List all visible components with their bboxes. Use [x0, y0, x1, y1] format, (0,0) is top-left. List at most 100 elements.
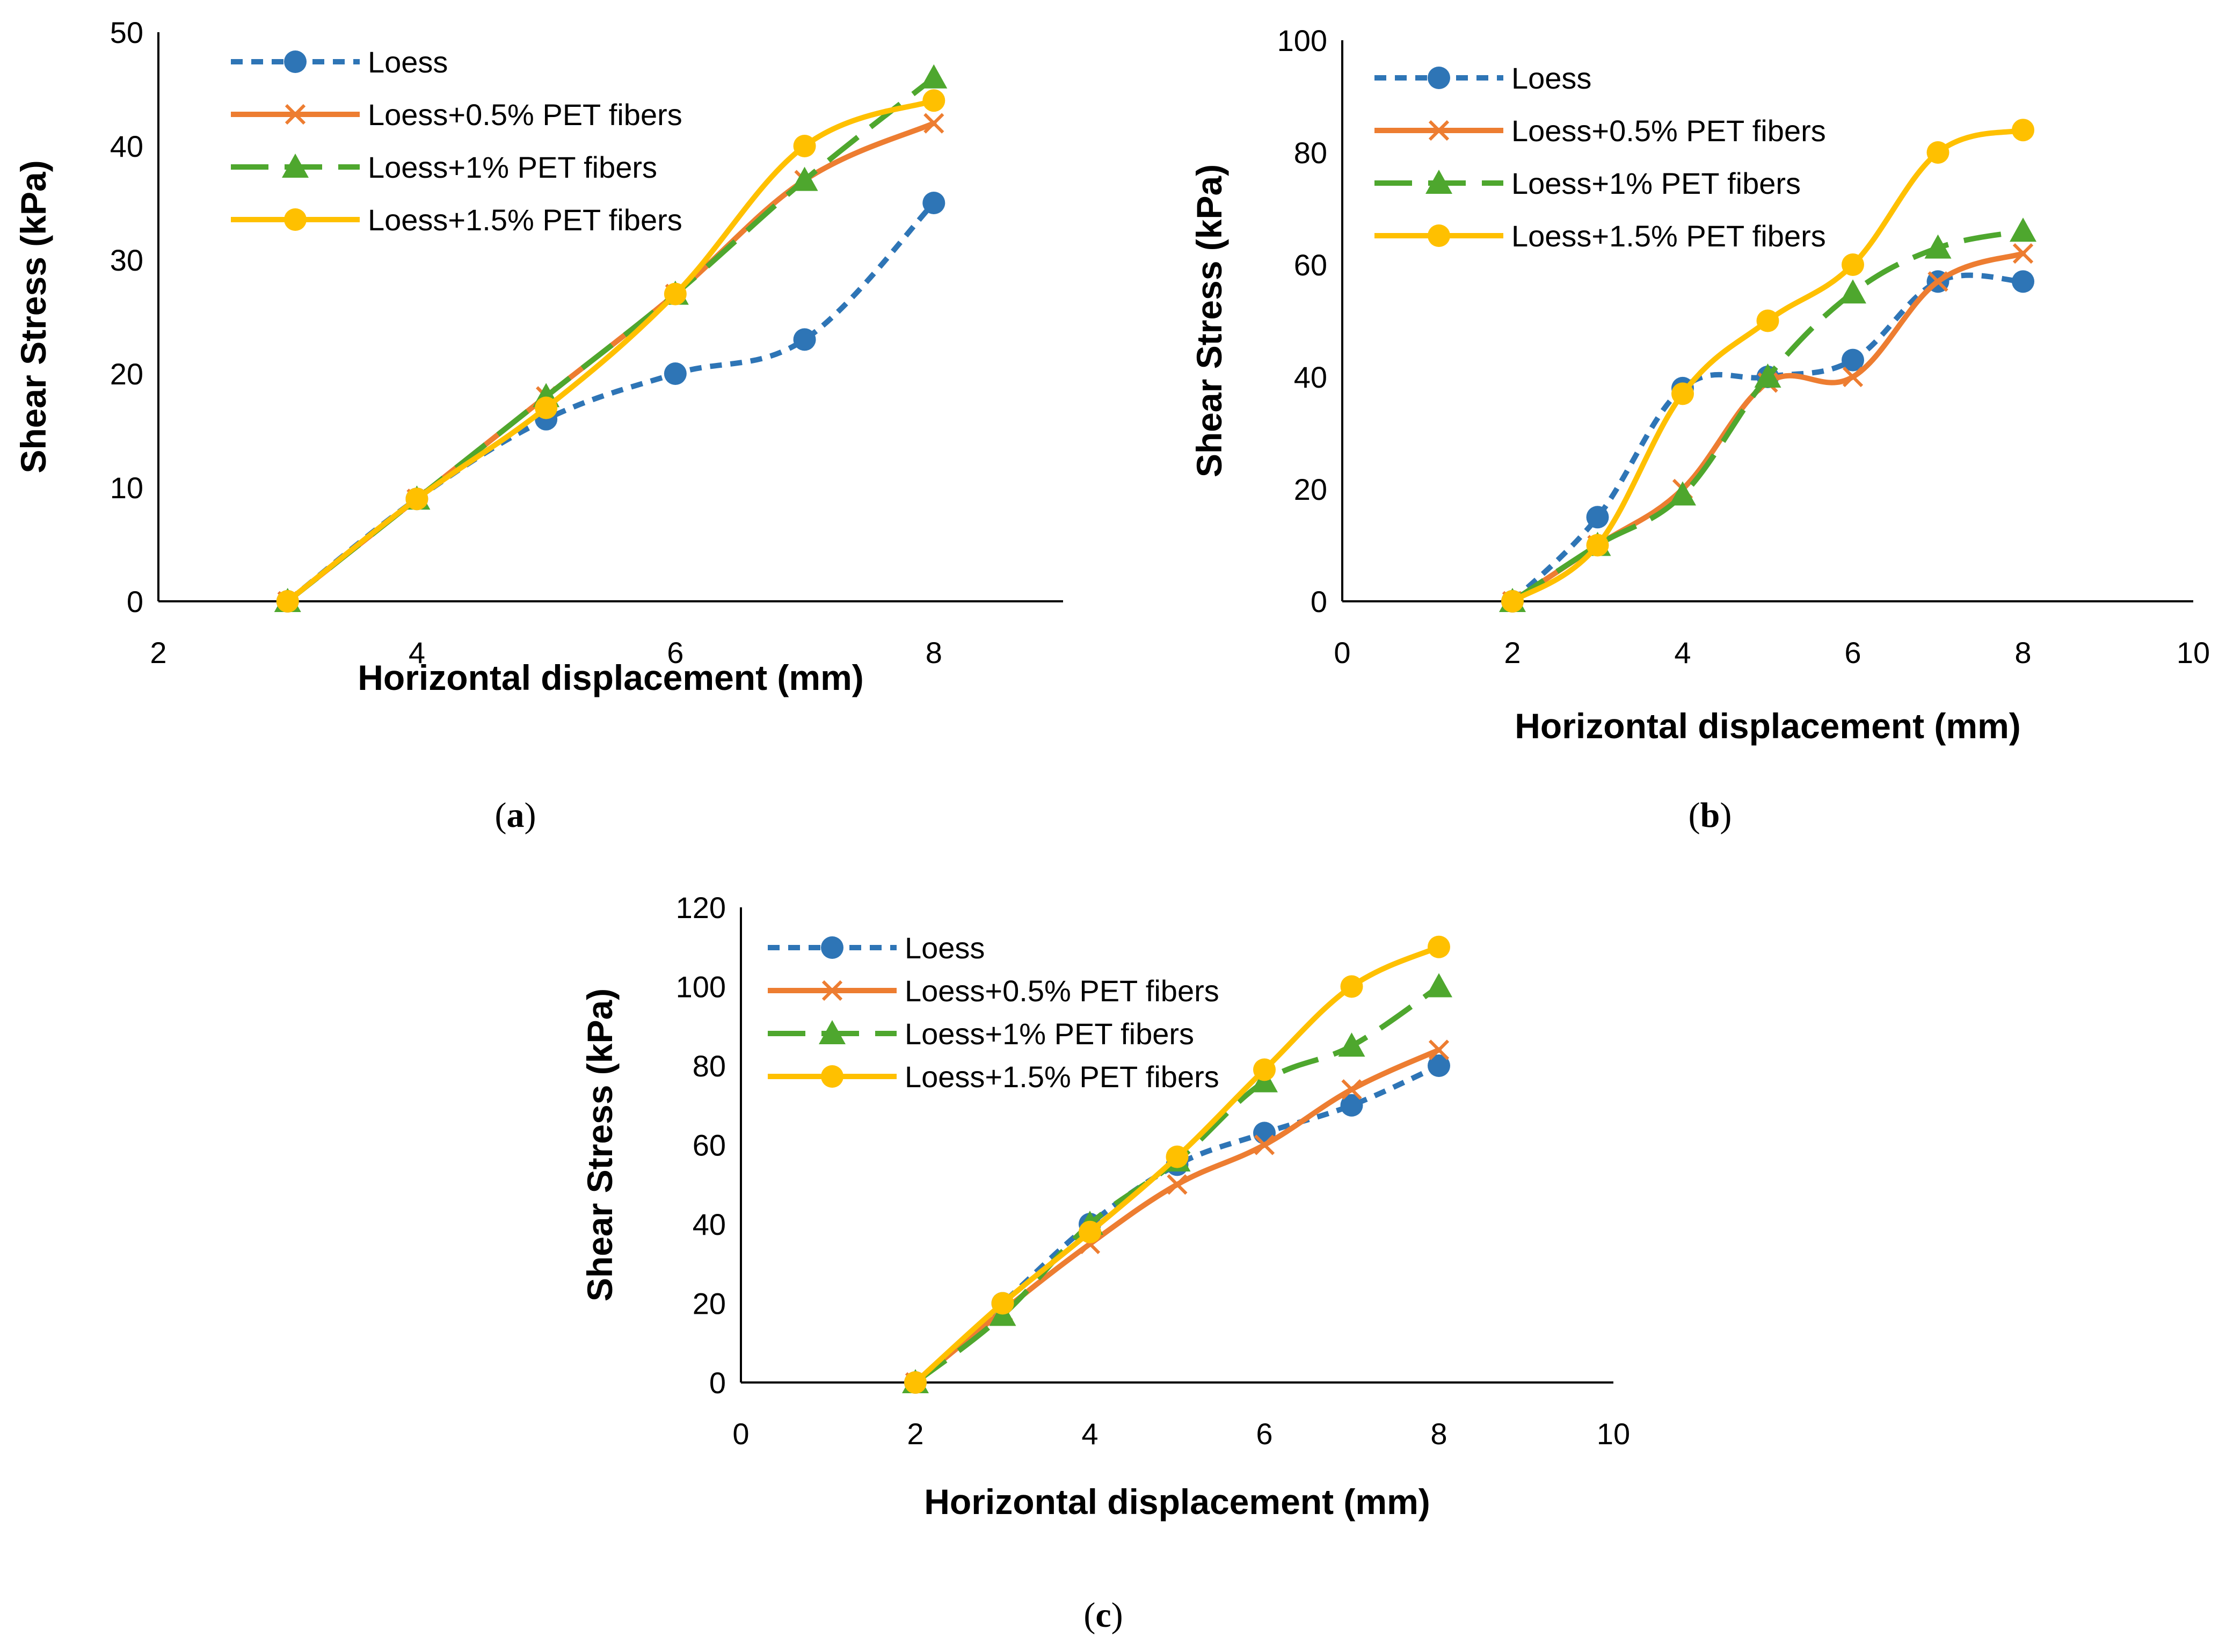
data-point [2012, 270, 2034, 293]
data-point [276, 590, 299, 613]
data-point [2010, 217, 2036, 242]
y-tick-label: 0 [127, 585, 143, 618]
data-point [1338, 1032, 1365, 1057]
y-tick-label: 80 [693, 1049, 726, 1083]
legend-label: Loess [905, 931, 985, 965]
data-point [920, 64, 948, 89]
data-point [1428, 935, 1450, 958]
data-point [1254, 1134, 1275, 1155]
series-line [285, 98, 937, 604]
x-tick-label: 8 [926, 636, 942, 669]
data-point [1428, 1054, 1450, 1077]
legend-label: Loess+1% PET fibers [1511, 166, 1801, 200]
data-point [1842, 253, 1864, 276]
data-point [1586, 534, 1609, 557]
y-tick-label: 0 [709, 1366, 726, 1400]
x-tick-label: 6 [1844, 636, 1861, 669]
y-axis-title: Shear Stress (kPa) [13, 160, 53, 473]
legend-label: Loess+1.5% PET fibers [1511, 219, 1826, 253]
data-point [1671, 382, 1694, 405]
data-point [1425, 973, 1452, 998]
data-point [1501, 590, 1524, 613]
caption-letter: b [1700, 796, 1720, 835]
y-tick-label: 10 [110, 471, 143, 505]
legend: Loess Loess+0.5% PET fibers Loess+1% PET f… [231, 45, 682, 237]
data-point [904, 1371, 927, 1394]
data-point [1842, 348, 1864, 372]
x-axis-title: Horizontal displacement (mm) [358, 658, 863, 697]
panel-caption: (c) [1083, 1596, 1123, 1635]
legend-marker [821, 936, 843, 959]
x-tick-label: 10 [2177, 636, 2210, 669]
legend-label: Loess+1% PET fibers [905, 1017, 1194, 1051]
legend-label: Loess+1.5% PET fibers [368, 203, 682, 237]
caption-letter: a [507, 796, 525, 835]
data-point [1340, 975, 1363, 998]
caption-close-paren: ) [1111, 1596, 1123, 1635]
x-tick-label: 6 [667, 636, 683, 669]
data-point [1842, 366, 1864, 388]
data-point [1341, 1079, 1362, 1100]
x-tick-label: 2 [1504, 636, 1521, 669]
x-axis-title: Horizontal displacement (mm) [1515, 706, 2020, 746]
y-tick-label: 100 [1277, 24, 1327, 57]
legend-label: Loess+1.5% PET fibers [905, 1060, 1219, 1094]
data-point [1669, 481, 1696, 506]
series-4 [904, 935, 1450, 1394]
caption-close-paren: ) [1720, 796, 1732, 835]
y-tick-label: 30 [110, 243, 143, 277]
y-tick-label: 60 [1294, 248, 1327, 282]
data-point [991, 1292, 1014, 1315]
legend-label: Loess+0.5% PET fibers [905, 974, 1219, 1008]
x-tick-label: 2 [907, 1417, 923, 1451]
caption-letter: c [1095, 1596, 1111, 1635]
data-point [1924, 234, 1952, 259]
caption-close-paren: ) [525, 796, 536, 835]
legend-item: Loess+1.5% PET fibers [1374, 219, 1826, 253]
legend-marker [285, 104, 306, 125]
legend-item: Loess [768, 931, 985, 965]
caption-open-paren: ( [495, 796, 507, 835]
legend-marker [821, 1065, 843, 1088]
series-4 [1501, 119, 2034, 613]
legend-item: Loess+1% PET fibers [768, 1017, 1194, 1051]
data-point [1167, 1174, 1188, 1195]
legend-item: Loess+0.5% PET fibers [768, 974, 1219, 1008]
y-tick-label: 50 [110, 16, 143, 49]
chart-panel-b: 0 20 40 60 80 100 0 2 4 6 8 10 Horizontal displaceme… [1189, 24, 2210, 835]
x-tick-label: 0 [732, 1417, 749, 1451]
x-axis-title: Horizontal displacement (mm) [924, 1482, 1430, 1522]
panel-caption: (b) [1689, 796, 1732, 835]
y-axis-title: Shear Stress (kPa) [580, 988, 620, 1301]
legend-marker [284, 50, 307, 73]
legend-label: Loess [368, 45, 448, 79]
legend-marker [821, 980, 843, 1001]
chart-panel-a: 0 10 20 30 40 50 2 4 6 8 Horizontal displacement (… [13, 16, 1063, 835]
panel-caption: (a) [495, 796, 536, 835]
caption-open-paren: ( [1689, 796, 1700, 835]
legend-item: Loess+1.5% PET fibers [231, 203, 682, 237]
y-tick-label: 40 [693, 1207, 726, 1241]
data-point [1754, 363, 1781, 388]
y-tick-label: 60 [693, 1129, 726, 1162]
x-tick-label: 0 [1334, 636, 1350, 669]
x-tick-label: 2 [150, 636, 166, 669]
data-point [1253, 1058, 1276, 1081]
legend: Loess Loess+0.5% PET fibers Loess+1% PET f… [768, 931, 1219, 1094]
data-point [664, 362, 687, 385]
x-tick-label: 10 [1597, 1417, 1630, 1451]
data-point [1428, 1039, 1450, 1060]
data-point [922, 89, 945, 112]
y-tick-label: 120 [676, 891, 726, 925]
legend-marker [1428, 67, 1450, 89]
legend-marker [282, 154, 309, 178]
y-tick-label: 20 [110, 357, 143, 391]
y-tick-label: 20 [1294, 472, 1327, 506]
y-tick-label: 40 [1294, 360, 1327, 394]
legend-label: Loess+1% PET fibers [368, 150, 657, 184]
legend-label: Loess+0.5% PET fibers [1511, 114, 1826, 148]
data-point [793, 135, 816, 157]
data-point [791, 166, 818, 191]
